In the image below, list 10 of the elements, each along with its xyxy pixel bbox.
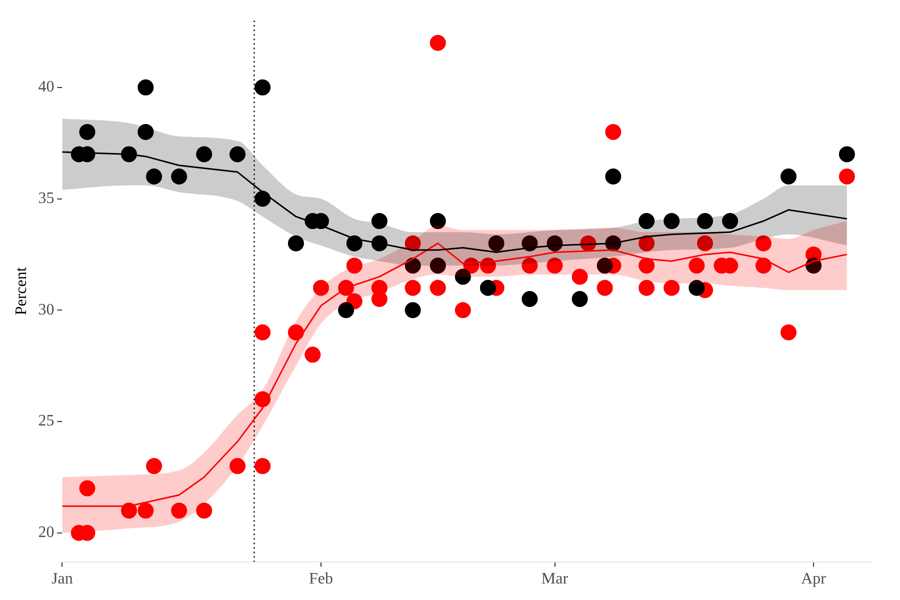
y-tick-label: 20	[38, 524, 54, 542]
x-tick-label: Feb	[309, 570, 333, 588]
y-tick-label: 35	[38, 190, 54, 207]
y-axis-title: Percent	[12, 266, 30, 316]
x-tick-label: Jan	[52, 570, 73, 588]
y-tick-label: 30	[38, 301, 54, 318]
y-tick-label: 25	[38, 412, 54, 430]
x-tick-label: Mar	[541, 570, 569, 588]
y-tick-label: 40	[38, 78, 54, 96]
x-tick-label: Apr	[801, 570, 827, 588]
